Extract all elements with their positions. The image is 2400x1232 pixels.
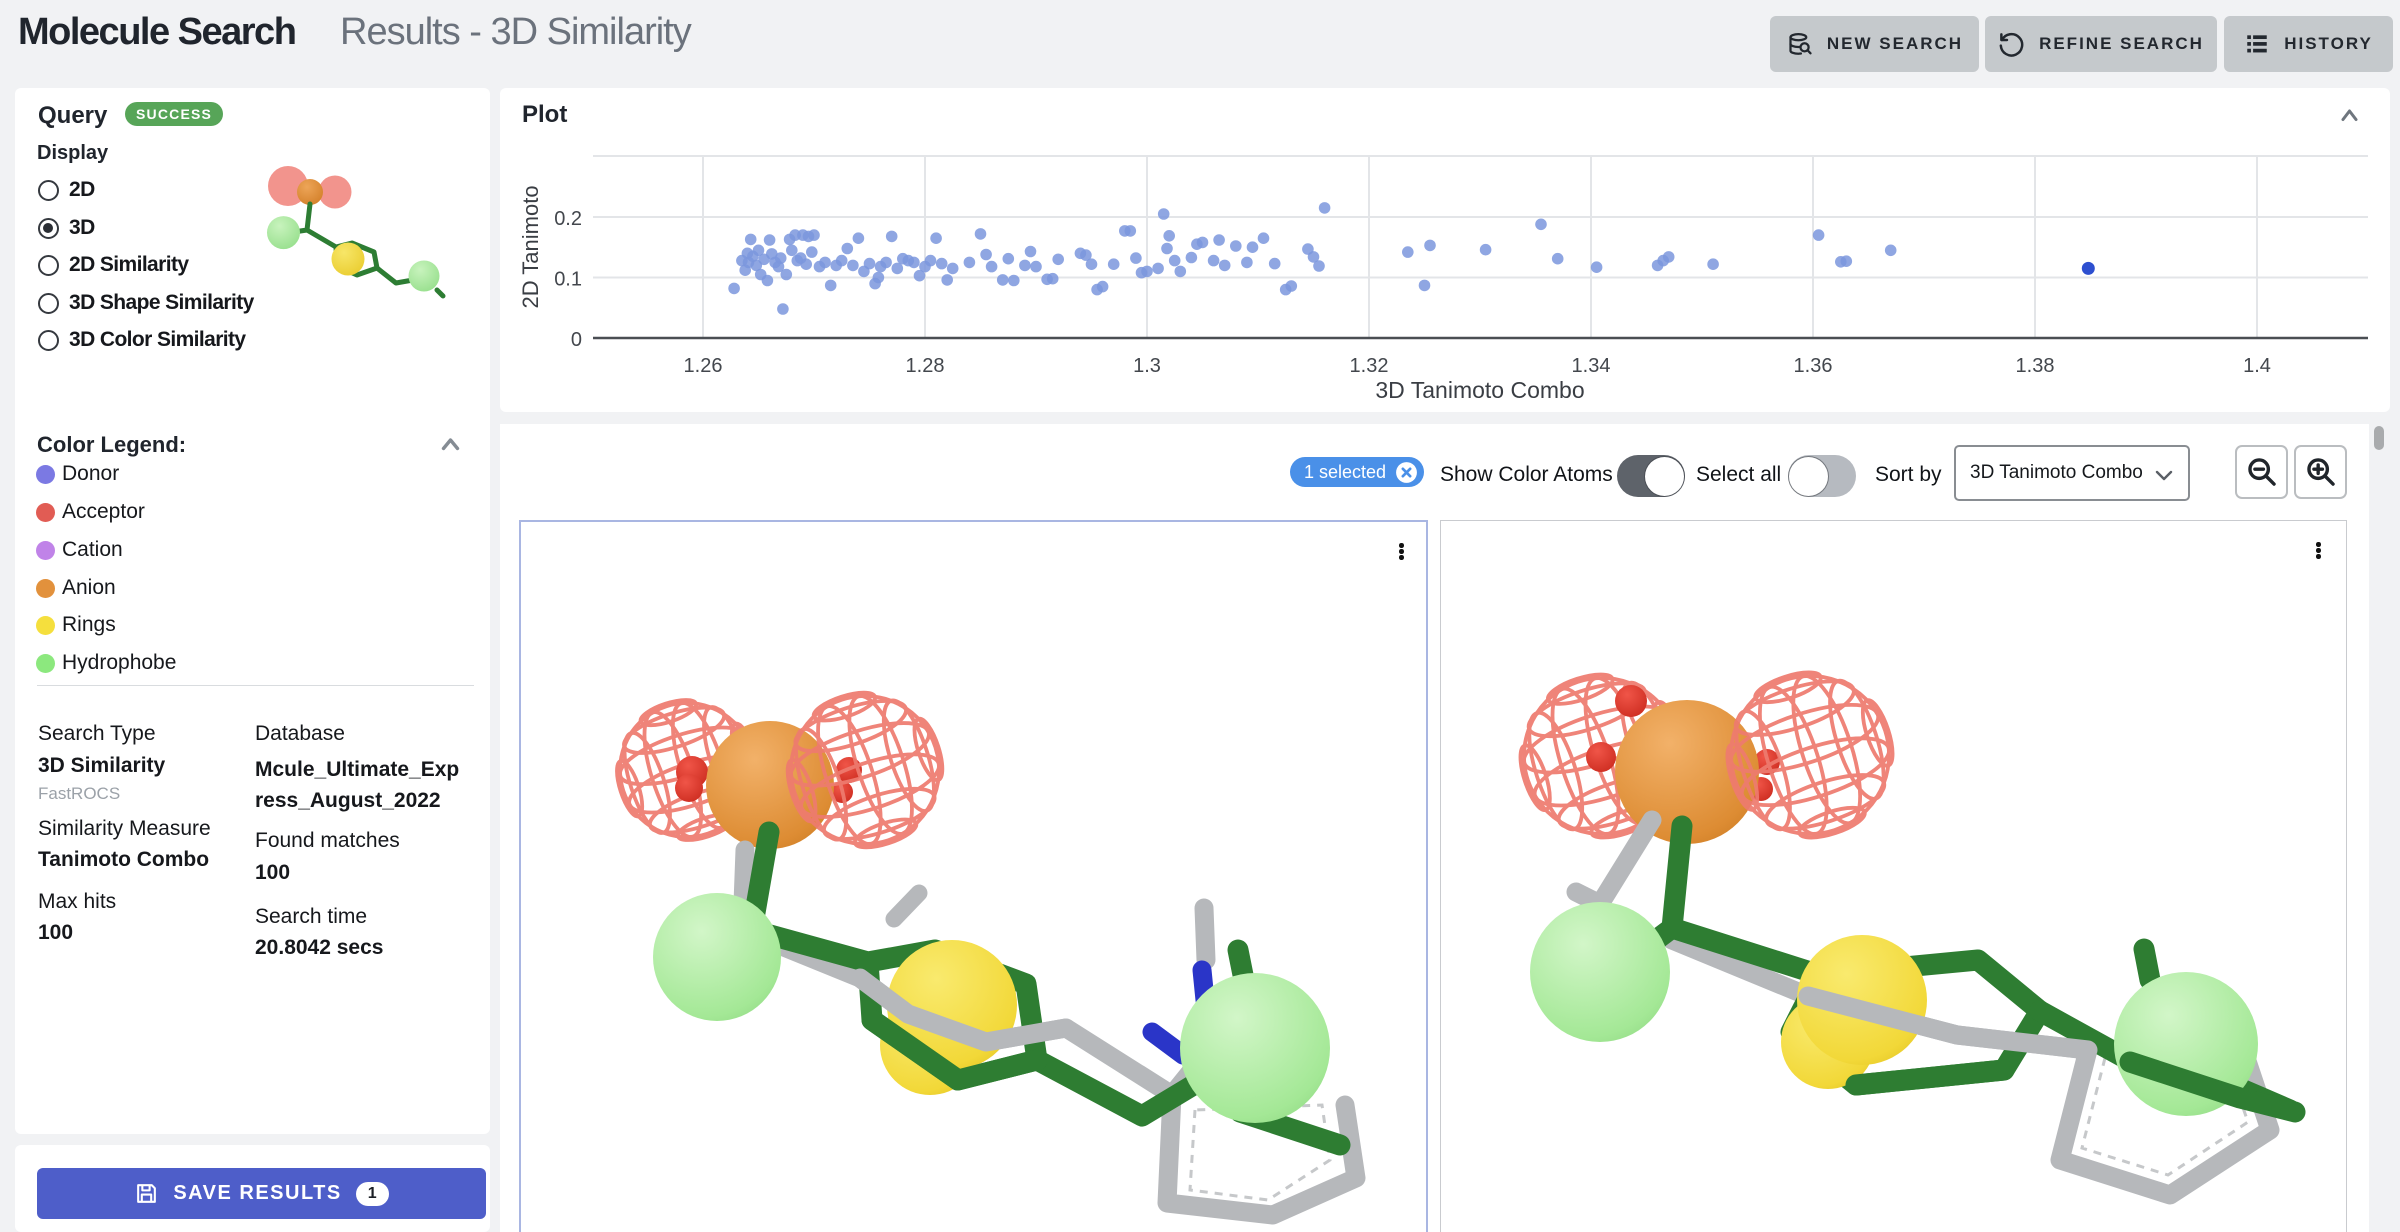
- svg-text:0.1: 0.1: [554, 269, 582, 291]
- svg-text:1.4: 1.4: [2243, 355, 2271, 377]
- svg-text:1.32: 1.32: [1350, 355, 1389, 377]
- svg-text:0.2: 0.2: [554, 208, 582, 230]
- svg-text:1.26: 1.26: [684, 355, 723, 377]
- svg-text:1.34: 1.34: [1572, 355, 1611, 377]
- svg-text:1.38: 1.38: [2016, 355, 2055, 377]
- svg-text:1.3: 1.3: [1133, 355, 1161, 377]
- svg-text:0: 0: [571, 329, 582, 351]
- svg-text:1.28: 1.28: [906, 355, 945, 377]
- svg-text:2D Tanimoto: 2D Tanimoto: [518, 185, 543, 308]
- svg-text:1.36: 1.36: [1794, 355, 1833, 377]
- svg-text:3D Tanimoto Combo: 3D Tanimoto Combo: [1375, 377, 1584, 403]
